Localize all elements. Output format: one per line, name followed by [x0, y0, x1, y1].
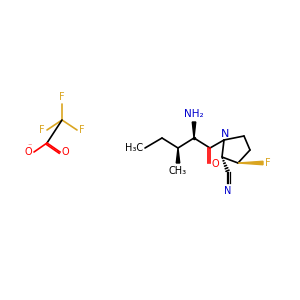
- Text: H₃C: H₃C: [125, 143, 143, 153]
- Text: CH₃: CH₃: [169, 166, 187, 176]
- Polygon shape: [192, 122, 196, 138]
- Text: F: F: [39, 125, 45, 135]
- Polygon shape: [238, 161, 263, 165]
- Text: F: F: [79, 125, 85, 135]
- Text: NH₂: NH₂: [184, 109, 204, 119]
- Text: F: F: [265, 158, 271, 168]
- Text: N: N: [224, 186, 232, 196]
- Text: O: O: [212, 159, 220, 169]
- Polygon shape: [176, 148, 180, 163]
- Text: ⁻: ⁻: [28, 142, 32, 151]
- Text: O: O: [62, 147, 70, 157]
- Text: O: O: [24, 147, 32, 157]
- Text: N: N: [221, 129, 229, 139]
- Text: F: F: [59, 92, 65, 102]
